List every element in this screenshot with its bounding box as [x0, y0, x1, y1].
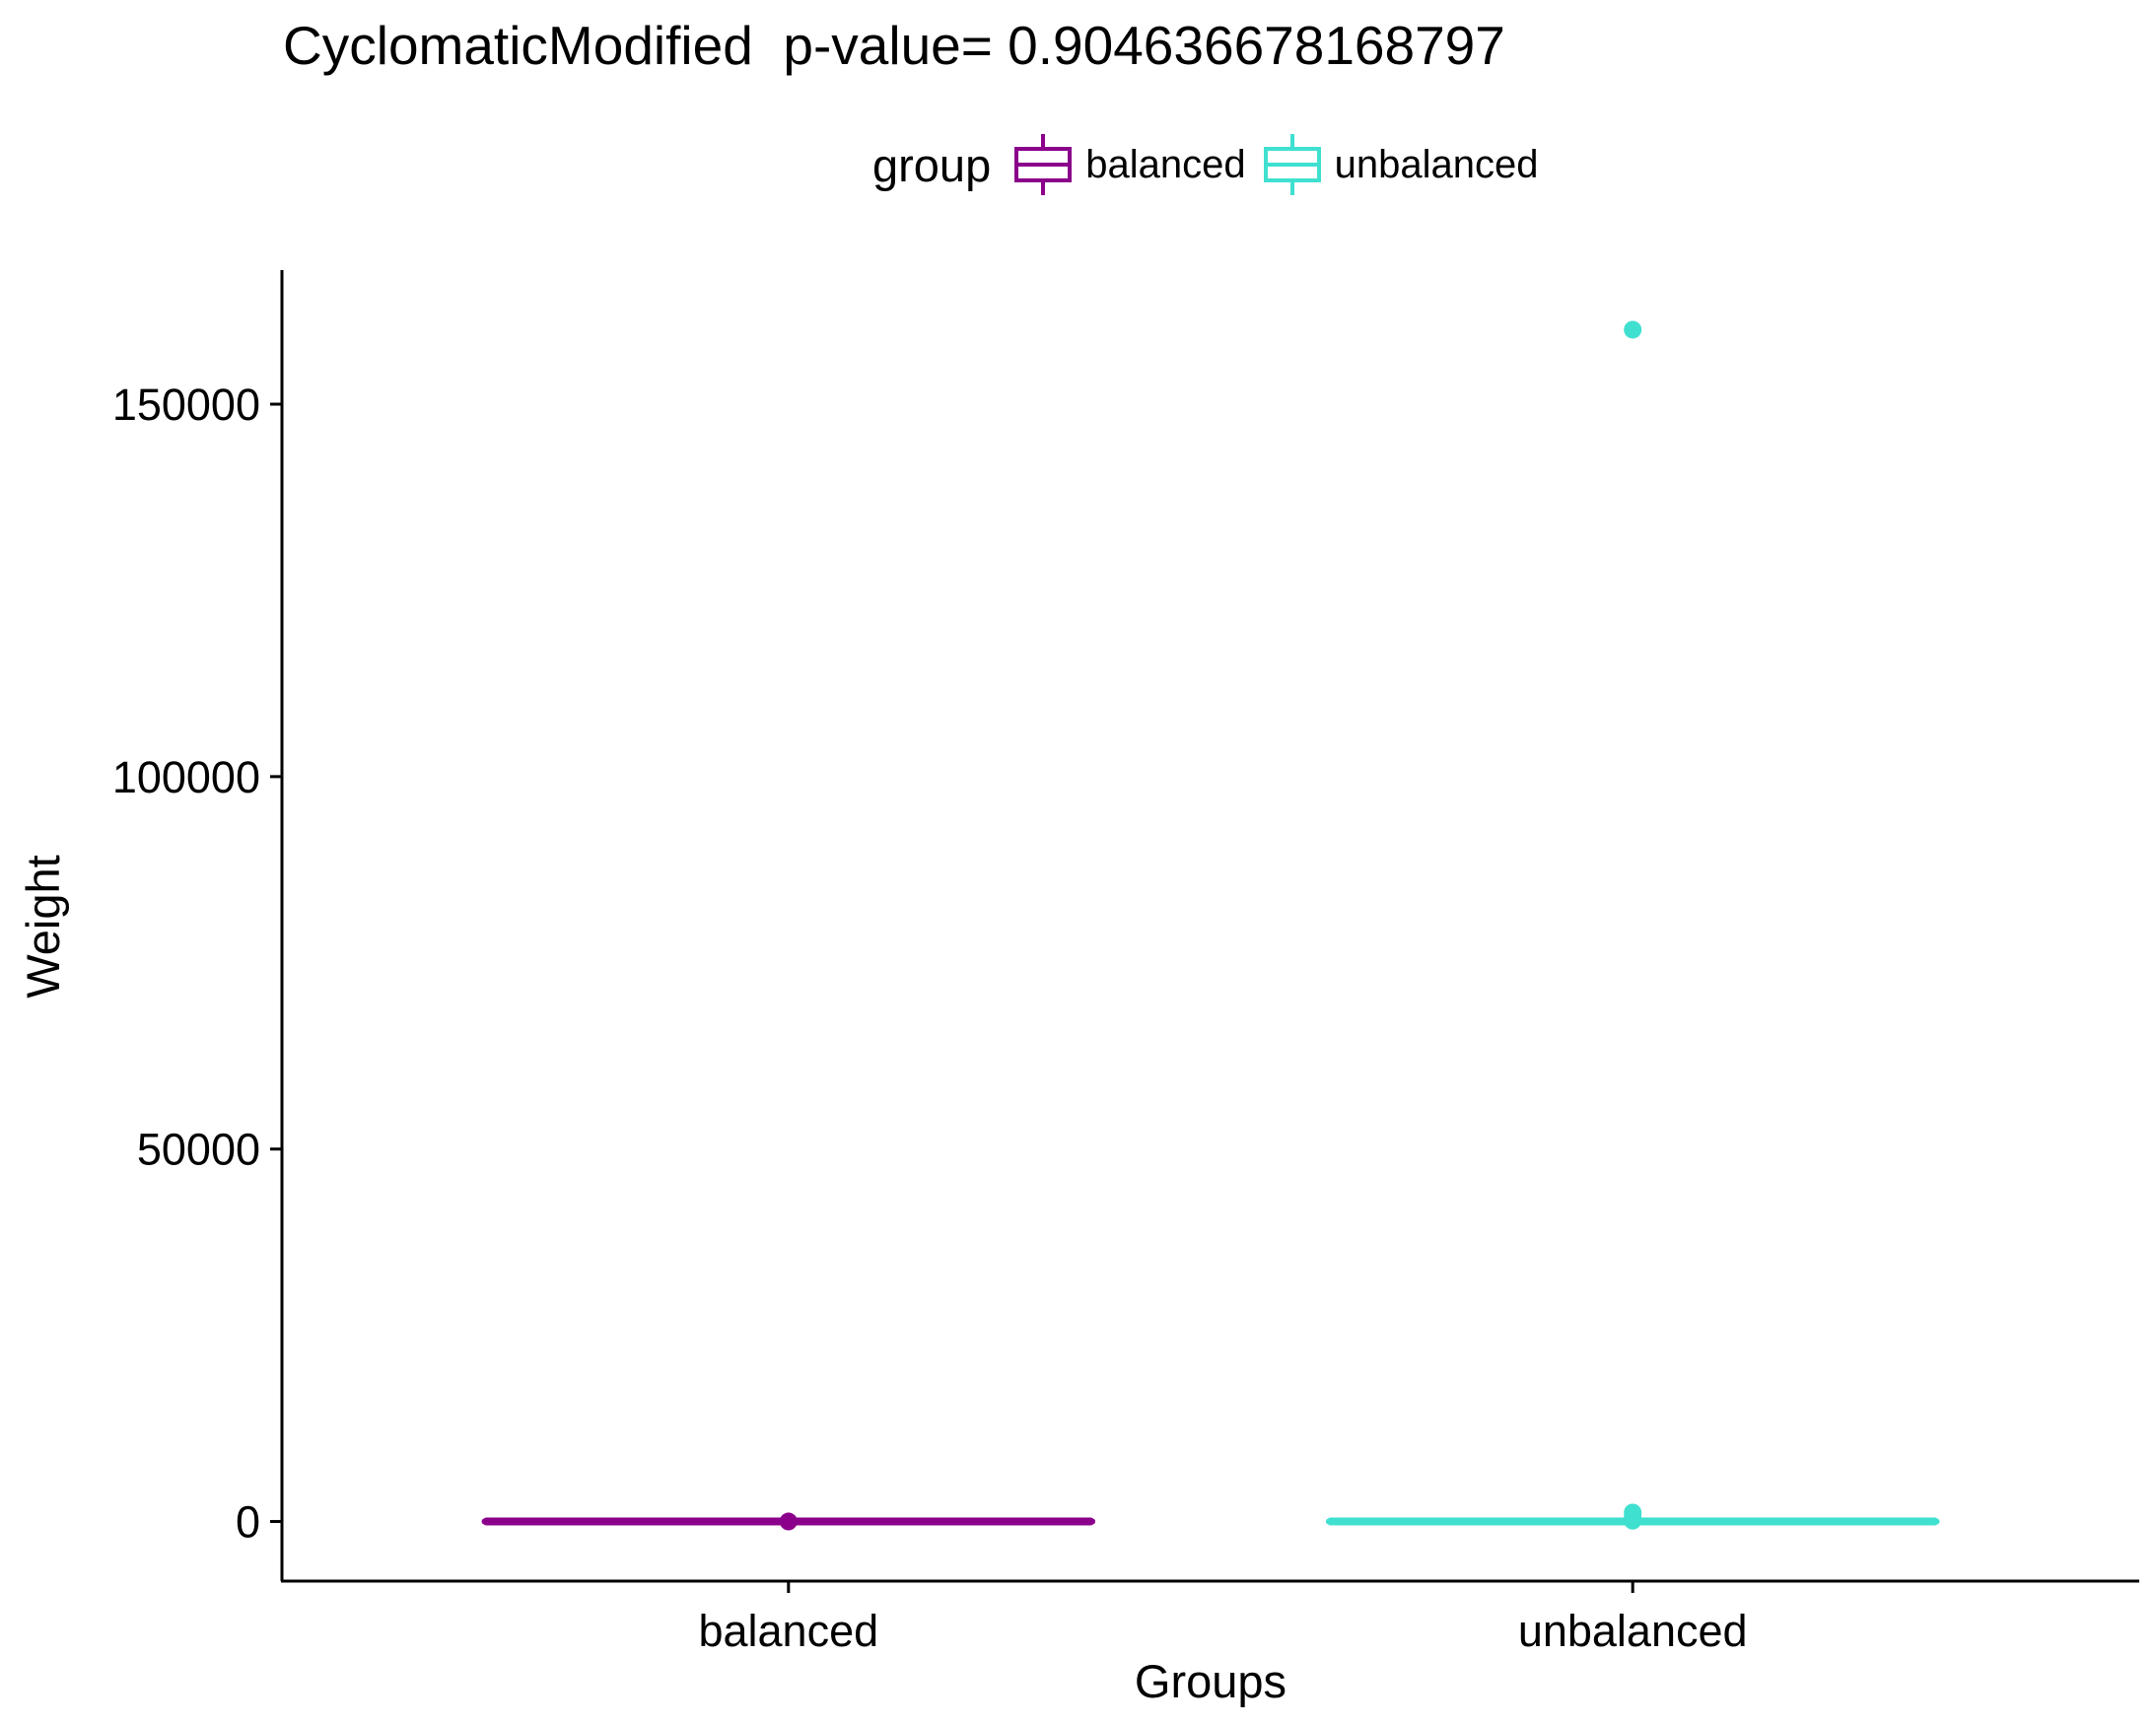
x-tick-label: balanced [698, 1606, 878, 1656]
y-tick-label: 0 [236, 1497, 260, 1548]
chart-title: CyclomaticModified p-value= 0.9046366781… [283, 15, 1505, 76]
legend-item-unbalanced: unbalanced [1262, 130, 1539, 199]
legend-label-balanced: balanced [1085, 142, 1246, 186]
boxplots [481, 1517, 1940, 1526]
legend-key-balanced [1014, 134, 1073, 195]
outlier-points [779, 320, 1642, 1531]
y-tick-label: 150000 [112, 380, 260, 430]
legend-item-balanced: balanced [1012, 130, 1246, 199]
outlier-point [1624, 1511, 1642, 1530]
y-axis-title: Weight [17, 855, 69, 998]
outlier-point [1624, 320, 1642, 339]
legend: group balanced unbalanced [872, 130, 1554, 199]
legend-label-unbalanced: unbalanced [1334, 142, 1539, 186]
y-axis-ticks: 0 50000 100000 150000 [112, 380, 282, 1548]
x-tick-label: unbalanced [1518, 1606, 1748, 1656]
outlier-point [779, 1512, 798, 1531]
legend-title: group [872, 138, 992, 191]
legend-key-unbalanced [1263, 134, 1321, 195]
x-axis-ticks: balanced unbalanced [698, 1581, 1748, 1656]
x-axis-title: Groups [1135, 1655, 1287, 1707]
y-tick-label: 50000 [137, 1125, 260, 1175]
y-tick-label: 100000 [112, 752, 260, 802]
